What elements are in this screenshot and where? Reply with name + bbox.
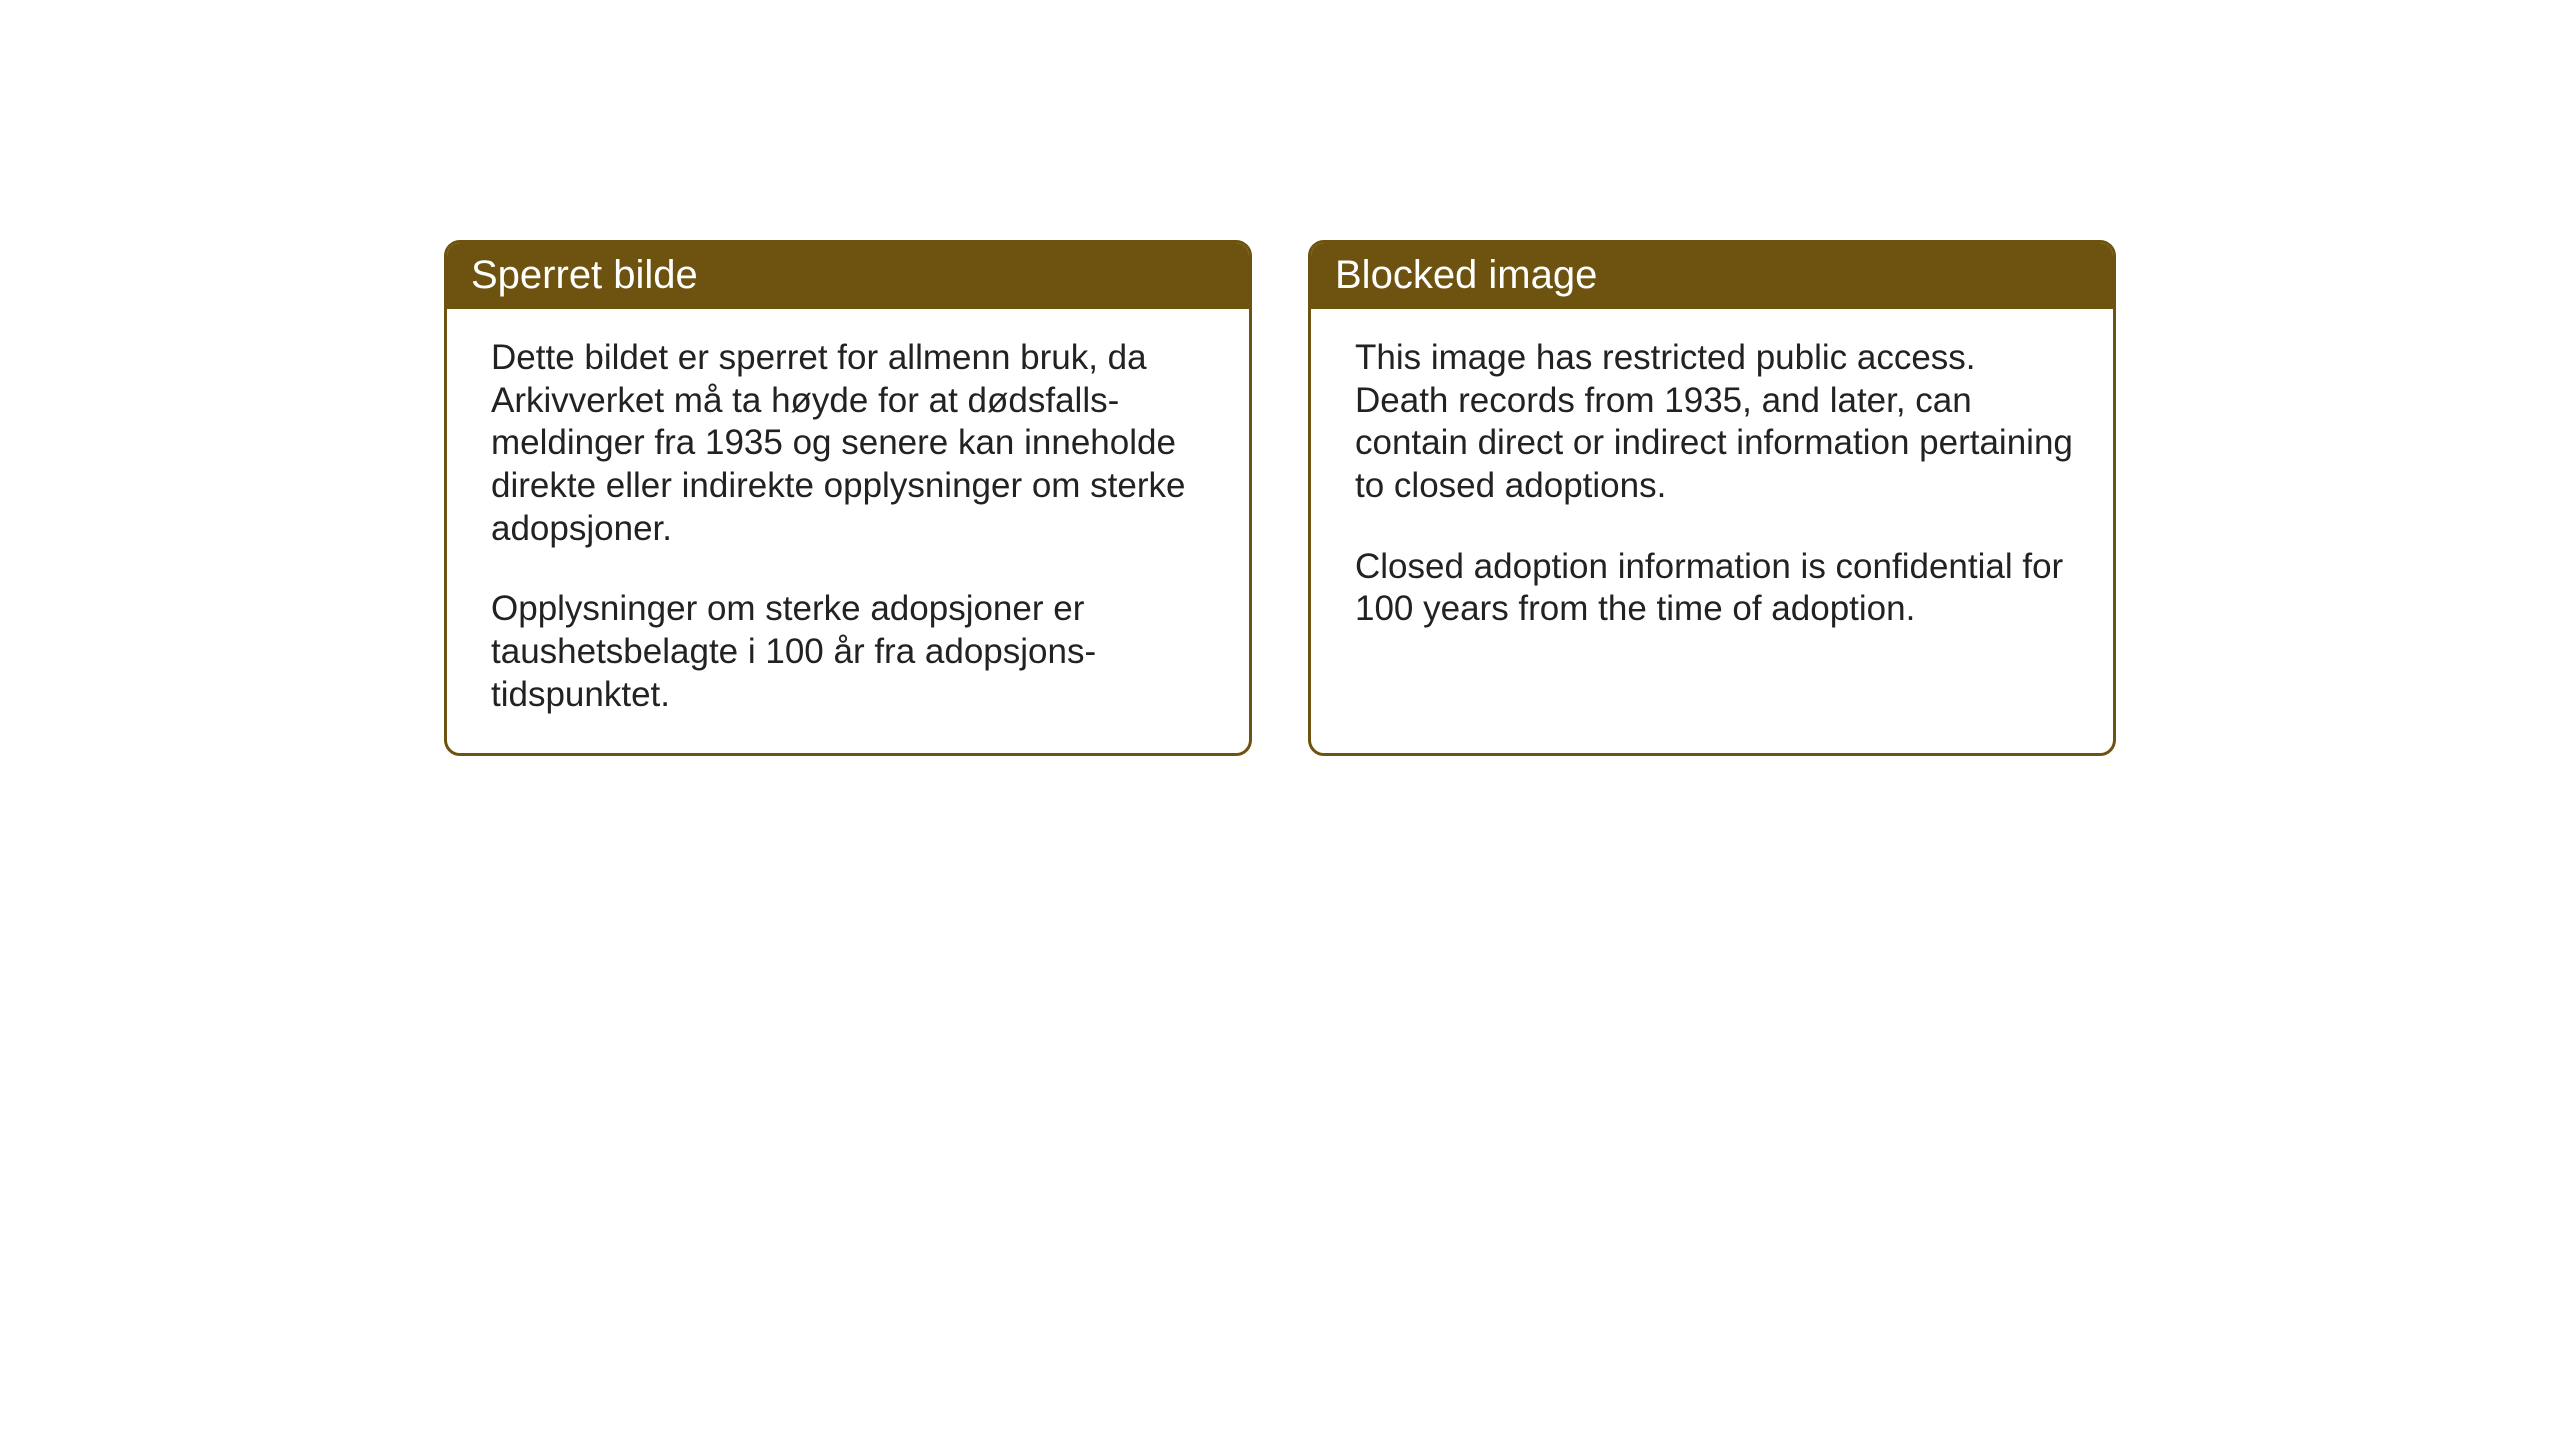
notice-header-english: Blocked image (1311, 243, 2113, 309)
notice-body-norwegian: Dette bildet er sperret for allmenn bruk… (447, 309, 1249, 753)
notice-header-norwegian: Sperret bilde (447, 243, 1249, 309)
notice-paragraph: Closed adoption information is confident… (1355, 546, 2073, 631)
notice-paragraph: Opplysninger om sterke adopsjoner er tau… (491, 588, 1209, 716)
notice-box-english: Blocked image This image has restricted … (1308, 240, 2116, 756)
notice-paragraph: Dette bildet er sperret for allmenn bruk… (491, 337, 1209, 550)
notice-paragraph: This image has restricted public access.… (1355, 337, 2073, 508)
notice-container: Sperret bilde Dette bildet er sperret fo… (444, 240, 2116, 756)
notice-box-norwegian: Sperret bilde Dette bildet er sperret fo… (444, 240, 1252, 756)
notice-body-english: This image has restricted public access.… (1311, 309, 2113, 707)
